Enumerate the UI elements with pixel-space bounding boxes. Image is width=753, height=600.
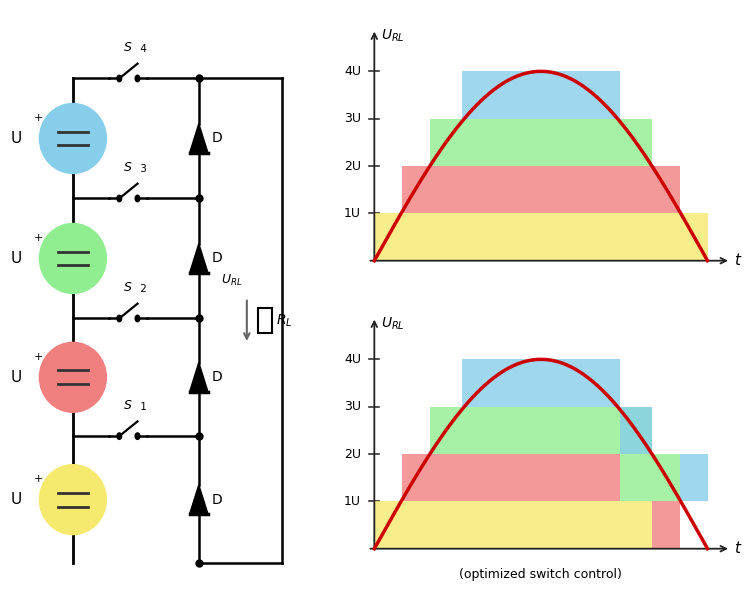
- Ellipse shape: [40, 104, 106, 173]
- Bar: [374, 214, 708, 260]
- Text: D: D: [212, 370, 222, 385]
- Text: D: D: [212, 493, 222, 506]
- FancyBboxPatch shape: [258, 308, 273, 334]
- Text: U: U: [11, 370, 22, 385]
- Circle shape: [117, 75, 121, 82]
- Text: D: D: [212, 251, 222, 265]
- Text: t: t: [734, 541, 740, 556]
- Circle shape: [117, 315, 121, 322]
- Text: +: +: [33, 352, 43, 362]
- Bar: [620, 407, 652, 454]
- Bar: [652, 454, 680, 502]
- Text: S: S: [124, 399, 133, 412]
- Text: 1: 1: [136, 402, 146, 412]
- Circle shape: [136, 195, 140, 202]
- Bar: [462, 71, 620, 119]
- Text: $U_{RL}$: $U_{RL}$: [381, 316, 405, 332]
- Bar: [401, 454, 620, 502]
- Text: $U_{RL}$: $U_{RL}$: [221, 274, 243, 289]
- Text: 3: 3: [136, 164, 146, 175]
- Circle shape: [117, 433, 121, 439]
- Bar: [430, 407, 652, 454]
- Ellipse shape: [40, 465, 106, 534]
- Text: 3U: 3U: [344, 400, 361, 413]
- Ellipse shape: [40, 224, 106, 293]
- Circle shape: [136, 75, 140, 82]
- Bar: [374, 502, 652, 548]
- Text: 3U: 3U: [344, 112, 361, 125]
- Text: 4U: 4U: [344, 65, 361, 78]
- Polygon shape: [190, 124, 208, 153]
- Bar: [620, 454, 652, 502]
- Circle shape: [117, 195, 121, 202]
- Text: $U_{RL}$: $U_{RL}$: [381, 28, 405, 44]
- Bar: [652, 502, 680, 548]
- Text: +: +: [33, 113, 43, 122]
- Text: 4: 4: [136, 44, 146, 55]
- Text: S: S: [124, 161, 133, 175]
- Bar: [462, 359, 620, 407]
- Text: S: S: [124, 281, 133, 295]
- Text: U: U: [11, 251, 22, 266]
- Circle shape: [136, 433, 140, 439]
- Text: 2U: 2U: [344, 160, 361, 173]
- Text: 2U: 2U: [344, 448, 361, 461]
- Text: U: U: [11, 131, 22, 146]
- Text: 4U: 4U: [344, 353, 361, 366]
- Polygon shape: [190, 362, 208, 392]
- Text: t: t: [734, 253, 740, 268]
- Text: +: +: [33, 233, 43, 242]
- Text: D: D: [212, 131, 222, 145]
- Bar: [401, 166, 680, 214]
- Ellipse shape: [40, 343, 106, 412]
- Polygon shape: [190, 244, 208, 273]
- Text: +: +: [33, 474, 43, 484]
- Polygon shape: [190, 485, 208, 514]
- Text: 1U: 1U: [344, 495, 361, 508]
- Circle shape: [136, 315, 140, 322]
- Text: $R_L$: $R_L$: [276, 313, 292, 329]
- Bar: [680, 454, 708, 502]
- Text: (optimized switch control): (optimized switch control): [459, 568, 623, 581]
- Text: 2: 2: [136, 284, 146, 295]
- Bar: [430, 119, 652, 166]
- Text: 1U: 1U: [344, 207, 361, 220]
- Text: S: S: [124, 41, 133, 55]
- Text: U: U: [11, 492, 22, 507]
